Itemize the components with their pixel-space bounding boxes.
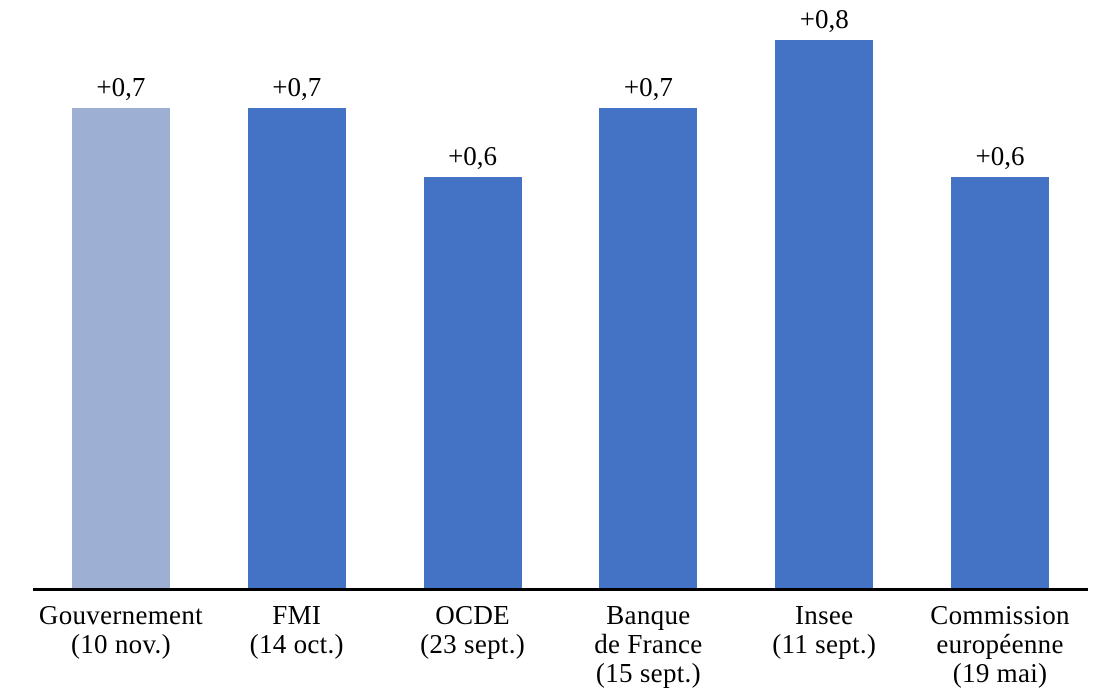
bar <box>951 177 1050 588</box>
bar-value-label: +0,7 <box>272 72 322 102</box>
plot-area: +0,7 +0,7 +0,6 +0,7 +0,8 +0,6 <box>33 0 1088 588</box>
bar-value-label: +0,6 <box>448 141 498 171</box>
bar-slot: +0,6 <box>385 142 561 588</box>
bar-group: +0,6 <box>951 141 1050 588</box>
bar-group: +0,8 <box>775 4 874 588</box>
bar <box>423 177 522 588</box>
bar <box>71 108 170 588</box>
category-label: Banque de France (15 sept.) <box>594 600 703 688</box>
bar-slot: +0,7 <box>209 73 385 588</box>
category-label: FMI (14 oct.) <box>249 600 344 659</box>
bar-group: +0,6 <box>423 141 522 588</box>
x-axis-category-labels: Gouvernement (10 nov.) FMI (14 oct.) OCDE … <box>33 601 1088 688</box>
category-label: OCDE (23 sept.) <box>420 600 526 659</box>
bar-slot: +0,7 <box>560 73 736 588</box>
bar-value-label: +0,7 <box>96 72 146 102</box>
bar-slot: +0,6 <box>912 142 1088 588</box>
bar-group: +0,7 <box>599 72 698 588</box>
bar-group: +0,7 <box>247 72 346 588</box>
bar <box>775 40 874 588</box>
category-label: Insee (11 sept.) <box>772 600 877 659</box>
bar <box>247 108 346 588</box>
x-axis-line <box>33 588 1088 591</box>
category-label: Commission européenne (19 mai) <box>930 600 1070 688</box>
bar-value-label: +0,8 <box>799 4 849 34</box>
bar-value-label: +0,7 <box>623 72 673 102</box>
bar <box>599 108 698 588</box>
bar-group: +0,7 <box>71 72 170 588</box>
bar-value-label: +0,6 <box>975 141 1025 171</box>
bar-slot: +0,7 <box>33 73 209 588</box>
bar-slot: +0,8 <box>736 5 912 588</box>
category-label: Gouvernement (10 nov.) <box>38 600 203 659</box>
